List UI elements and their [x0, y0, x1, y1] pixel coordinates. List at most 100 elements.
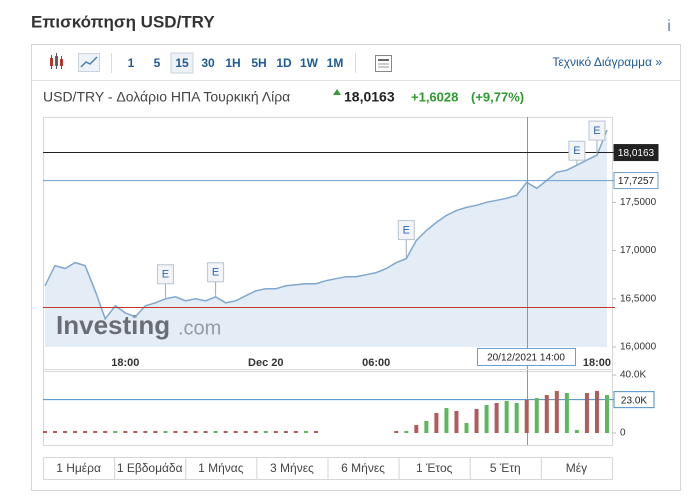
range-tab-label[interactable]: 6 Μήνες	[341, 461, 385, 475]
range-tab-label[interactable]: Μέγ	[566, 461, 587, 475]
volume-bar	[594, 390, 599, 433]
volume-frame	[43, 369, 613, 446]
event-label[interactable]: E	[593, 125, 600, 137]
range-tab-label[interactable]: 1 Μήνας	[198, 461, 244, 475]
range-tab-label[interactable]: 3 Μήνες	[270, 461, 314, 475]
volume-bar	[504, 400, 509, 433]
volume-bar	[494, 402, 499, 433]
volume-bar	[243, 430, 248, 433]
volume-bar	[273, 430, 278, 433]
event-label[interactable]: E	[212, 267, 219, 279]
volume-bar	[404, 430, 409, 433]
volume-bar	[303, 430, 308, 433]
range-tab-label[interactable]: 1 Έτος	[416, 461, 453, 475]
volume-bar	[63, 430, 68, 433]
volume-bar	[143, 430, 148, 433]
event-box[interactable]	[397, 220, 415, 241]
y-tick-label: 16,5000	[620, 293, 657, 304]
volume-bar	[263, 430, 268, 433]
quote-name: USD/TRY - Δολάριο ΗΠΑ Τουρκική Λίρα	[43, 89, 290, 105]
settings-icon[interactable]	[375, 55, 392, 72]
crosshair-label: 20/12/2021 14:00	[487, 353, 565, 364]
volume-bar	[544, 395, 549, 433]
volume-bar	[474, 408, 479, 433]
volume-bar	[93, 430, 98, 433]
interval-button[interactable]: 5H	[251, 56, 266, 70]
volume-label-box	[613, 391, 655, 409]
interval-button[interactable]: 30	[201, 56, 215, 70]
event-label[interactable]: E	[403, 224, 410, 236]
y-tick-label: 17,0000	[620, 245, 657, 256]
price-label-box	[613, 144, 659, 162]
y-tick-label: 40.0K	[620, 370, 646, 381]
info-button[interactable]: i	[667, 18, 671, 35]
volume-bar	[253, 430, 258, 433]
y-tick-label: 16,0000	[620, 342, 657, 353]
volume-bar	[424, 420, 429, 433]
volume-bar	[213, 430, 218, 433]
range-tab[interactable]	[540, 457, 613, 480]
interval-button[interactable]: 1M	[327, 56, 344, 70]
volume-bar	[123, 430, 128, 433]
x-tick-label: 18:00	[583, 357, 611, 369]
volume-bar	[514, 402, 519, 433]
volume-bar	[444, 408, 449, 433]
quote-change: +1,6028	[411, 89, 458, 104]
watermark-suffix: .com	[178, 317, 221, 339]
interval-button[interactable]: 1H	[225, 56, 240, 70]
volume-bar	[83, 430, 88, 433]
x-tick-label: Dec 20	[248, 357, 283, 369]
volume-bar	[534, 398, 539, 433]
volume-bar	[193, 430, 198, 433]
range-tab-label[interactable]: 5 Έτη	[490, 461, 521, 475]
event-box[interactable]	[207, 262, 225, 283]
volume-bar	[163, 430, 168, 433]
interval-button[interactable]: 1	[128, 56, 135, 70]
volume-bar	[313, 430, 318, 433]
widget-frame	[31, 44, 681, 491]
volume-bar	[584, 392, 589, 433]
event-label[interactable]: E	[162, 269, 169, 281]
range-tab-label[interactable]: 1 Ημέρα	[56, 461, 101, 475]
volume-bar	[53, 430, 58, 433]
interval-button[interactable]: 15	[175, 56, 189, 70]
price-label: 17,7257	[618, 176, 655, 187]
x-tick-label: 18:00	[111, 357, 139, 369]
event-label[interactable]: E	[573, 145, 580, 157]
volume-bar	[113, 430, 118, 433]
volume-bar	[233, 430, 238, 433]
volume-bar	[574, 429, 579, 433]
volume-bar	[73, 430, 78, 433]
y-tick-label: 17,5000	[620, 197, 657, 208]
volume-bar	[564, 392, 569, 433]
volume-bar	[464, 422, 469, 433]
volume-bar	[394, 430, 399, 433]
up-arrow	[333, 89, 341, 95]
volume-bar	[414, 425, 419, 433]
interval-button[interactable]: 5	[154, 56, 161, 70]
technical-chart-link[interactable]: Τεχνικό Διάγραμμα »	[552, 55, 662, 69]
interval-button[interactable]: 1D	[276, 56, 292, 70]
event-box[interactable]	[568, 140, 586, 161]
volume-bar	[153, 430, 158, 433]
quote-price: 18,0163	[344, 89, 395, 105]
price-label-box	[613, 172, 659, 190]
watermark-brand: Investing	[56, 310, 170, 340]
volume-bar	[43, 430, 47, 433]
volume-chart: 0 40.0K 23.0K	[43, 369, 655, 446]
volume-bar	[173, 430, 178, 433]
volume-bar	[434, 412, 439, 433]
price-label: 18,0163	[618, 148, 655, 159]
event-box[interactable]	[588, 120, 606, 141]
range-tab-label[interactable]: 1 Εβδομάδα	[117, 461, 183, 475]
volume-bar	[133, 430, 138, 433]
volume-bar	[203, 430, 208, 433]
event-box[interactable]	[156, 264, 174, 285]
candle-icon[interactable]	[50, 53, 63, 69]
area-icon[interactable]	[78, 53, 100, 72]
interval-button[interactable]: 1W	[300, 56, 319, 70]
volume-bar	[103, 430, 108, 433]
